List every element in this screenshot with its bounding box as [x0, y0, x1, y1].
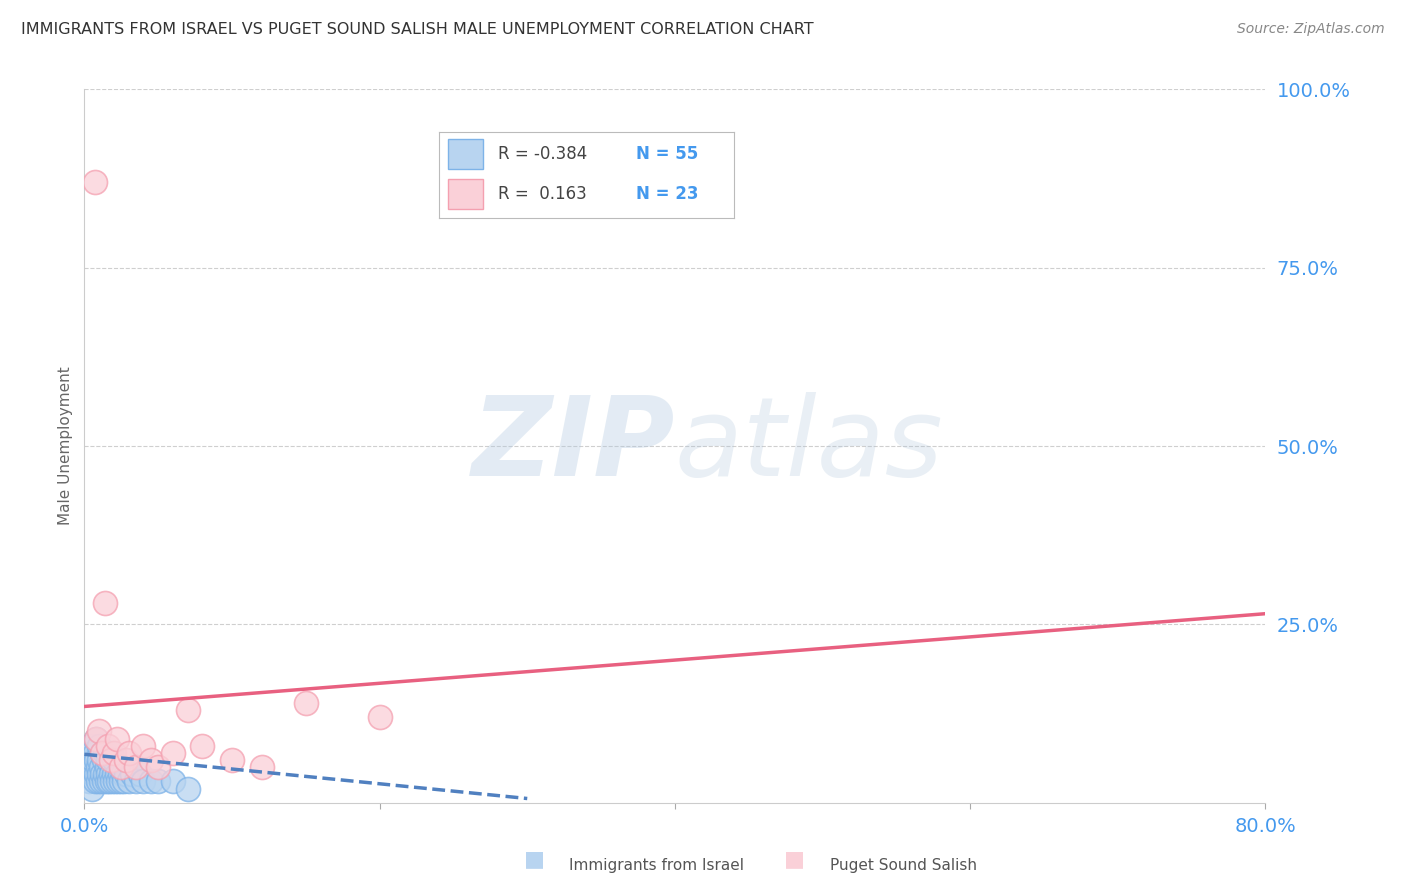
Text: N = 23: N = 23 [637, 186, 699, 203]
Point [86, 760, 108, 774]
Point [368, 710, 391, 724]
Point [93, 774, 115, 789]
Point [118, 746, 141, 760]
Point [107, 774, 129, 789]
Point [104, 774, 127, 789]
Point [177, 781, 200, 796]
Point [110, 774, 132, 789]
Point [295, 696, 318, 710]
Point [111, 767, 134, 781]
Point [97, 739, 120, 753]
Text: N = 55: N = 55 [637, 145, 699, 163]
Point [110, 760, 132, 774]
Text: ZIP: ZIP [471, 392, 675, 500]
Text: Puget Sound Salish: Puget Sound Salish [830, 858, 977, 872]
Text: ■: ■ [785, 849, 804, 869]
Text: R =  0.163: R = 0.163 [498, 186, 586, 203]
Point [94, 746, 117, 760]
Point [82, 767, 104, 781]
Point [100, 746, 122, 760]
Point [79, 760, 101, 774]
Point [221, 753, 243, 767]
Point [83, 746, 105, 760]
Text: Source: ZipAtlas.com: Source: ZipAtlas.com [1237, 22, 1385, 37]
Point [77, 753, 100, 767]
Text: IMMIGRANTS FROM ISRAEL VS PUGET SOUND SALISH MALE UNEMPLOYMENT CORRELATION CHART: IMMIGRANTS FROM ISRAEL VS PUGET SOUND SA… [21, 22, 814, 37]
Point [118, 774, 141, 789]
Point [105, 767, 128, 781]
Point [191, 739, 214, 753]
Point [97, 753, 120, 767]
Point [105, 731, 128, 746]
Y-axis label: Male Unemployment: Male Unemployment [58, 367, 73, 525]
Point [89, 739, 111, 753]
Point [91, 767, 114, 781]
Text: ■: ■ [524, 849, 544, 869]
Text: R = -0.384: R = -0.384 [498, 145, 586, 163]
Point [101, 774, 124, 789]
Point [76, 767, 98, 781]
Point [98, 774, 121, 789]
Point [86, 774, 108, 789]
Point [80, 746, 103, 760]
Point [125, 760, 148, 774]
Point [84, 731, 107, 746]
Point [132, 739, 155, 753]
Point [100, 753, 122, 767]
FancyBboxPatch shape [447, 139, 484, 169]
Point [112, 774, 135, 789]
Point [83, 774, 105, 789]
Point [79, 739, 101, 753]
Point [162, 746, 184, 760]
Point [89, 753, 111, 767]
Point [148, 760, 170, 774]
Point [114, 767, 136, 781]
Point [100, 767, 122, 781]
Point [129, 767, 152, 781]
Point [84, 753, 107, 767]
Point [108, 767, 131, 781]
Point [94, 767, 117, 781]
FancyBboxPatch shape [447, 179, 484, 209]
Point [114, 753, 136, 767]
Text: Immigrants from Israel: Immigrants from Israel [569, 858, 744, 872]
Point [103, 753, 125, 767]
Point [80, 781, 103, 796]
Point [90, 760, 112, 774]
Point [84, 731, 107, 746]
Point [83, 175, 105, 189]
Point [96, 774, 118, 789]
Point [91, 746, 114, 760]
Point [177, 703, 200, 717]
Point [139, 774, 162, 789]
Point [82, 753, 104, 767]
Point [121, 767, 143, 781]
Point [162, 774, 184, 789]
Point [80, 760, 103, 774]
Point [148, 774, 170, 789]
Point [89, 724, 111, 739]
Point [139, 753, 162, 767]
Point [132, 774, 155, 789]
Point [89, 767, 111, 781]
Text: atlas: atlas [675, 392, 943, 500]
Point [90, 774, 112, 789]
Point [97, 767, 120, 781]
Point [77, 774, 100, 789]
Point [125, 774, 148, 789]
Point [96, 760, 118, 774]
Point [103, 746, 125, 760]
Point [250, 760, 273, 774]
Point [93, 753, 115, 767]
Point [103, 767, 125, 781]
Point [91, 746, 114, 760]
Point [94, 596, 117, 610]
Point [84, 767, 107, 781]
